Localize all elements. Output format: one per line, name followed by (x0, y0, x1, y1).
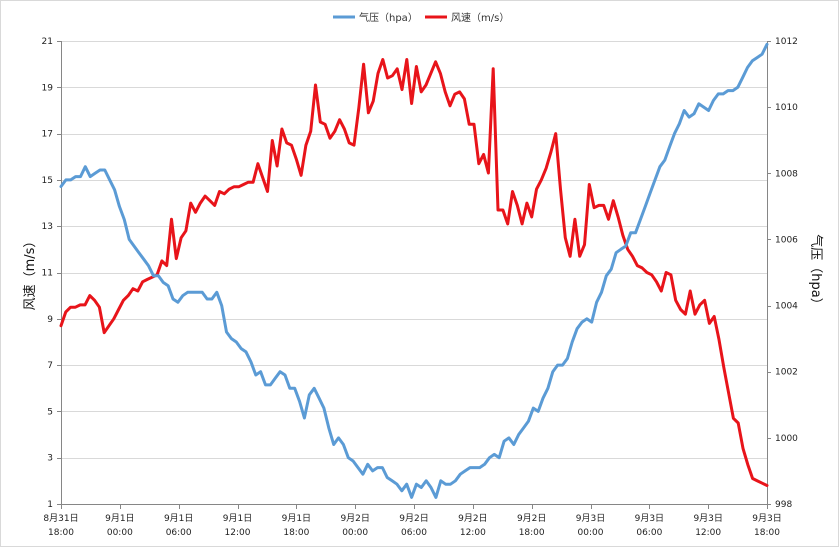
right-tick-label: 1000 (775, 434, 798, 444)
x-tick-label-time: 18:00 (519, 528, 545, 538)
left-tick-label: 11 (42, 269, 53, 279)
x-tick-label-time: 00:00 (342, 528, 368, 538)
left-tick-label: 15 (42, 176, 53, 186)
left-tick-label: 9 (47, 315, 53, 325)
x-tick-label-date: 8月31日 (43, 513, 78, 524)
right-tick-label: 1010 (775, 103, 798, 113)
x-tick-label-time: 12:00 (460, 528, 486, 538)
axes: 1357911131517192199810001002100410061008… (23, 37, 824, 538)
x-tick-label-date: 9月2日 (399, 513, 428, 524)
right-tick-label: 1004 (775, 302, 798, 312)
left-tick-label: 21 (42, 37, 53, 47)
left-tick-label: 17 (42, 130, 53, 140)
x-tick-label-time: 00:00 (578, 528, 604, 538)
right-axis-title: 气压（hpa） (808, 234, 824, 310)
left-tick-label: 7 (47, 361, 53, 371)
x-tick-label-time: 06:00 (166, 528, 192, 538)
left-tick-label: 19 (42, 83, 54, 93)
x-tick-label-time: 06:00 (401, 528, 427, 538)
x-tick-label-time: 18:00 (754, 528, 780, 538)
x-tick-label-time: 12:00 (695, 528, 721, 538)
legend-entry: 风速（m/s） (425, 12, 509, 24)
x-tick-label-time: 12:00 (225, 528, 251, 538)
left-tick-label: 13 (42, 222, 53, 232)
right-tick-label: 1008 (775, 169, 798, 179)
left-tick-label: 1 (47, 500, 53, 510)
legend-label: 气压（hpa） (359, 11, 418, 24)
wind-speed-series-line (59, 58, 769, 487)
x-tick-label-date: 9月2日 (458, 513, 487, 524)
x-tick-label-date: 9月1日 (282, 513, 311, 524)
right-tick-label: 1002 (775, 368, 798, 378)
pressure-series-line (59, 42, 769, 499)
x-tick-label-date: 9月3日 (635, 513, 664, 524)
series-lines (59, 42, 769, 499)
left-axis-title: 风速（m/s） (23, 235, 38, 311)
right-tick-label: 998 (775, 500, 792, 510)
x-tick-label-date: 9月3日 (752, 513, 781, 524)
x-tick-label-date: 9月3日 (693, 513, 722, 524)
x-tick-label-date: 9月1日 (164, 513, 193, 524)
legend-entry: 气压（hpa） (333, 11, 418, 24)
x-tick-label-date: 9月1日 (105, 513, 134, 524)
x-tick-label-date: 9月3日 (576, 513, 605, 524)
x-tick-label-date: 9月1日 (223, 513, 252, 524)
x-tick-label-time: 00:00 (107, 528, 133, 538)
legend-label: 风速（m/s） (451, 12, 509, 24)
right-tick-label: 1012 (775, 37, 798, 47)
x-tick-label-date: 9月2日 (340, 513, 369, 524)
x-tick-label-time: 06:00 (636, 528, 662, 538)
left-tick-label: 5 (47, 407, 53, 417)
left-tick-label: 3 (47, 454, 53, 464)
legend: 气压（hpa） 风速（m/s） (333, 11, 509, 24)
x-tick-label-date: 9月2日 (517, 513, 546, 524)
x-tick-label-time: 18:00 (48, 528, 74, 538)
right-tick-label: 1006 (775, 235, 798, 245)
x-tick-label-time: 18:00 (283, 528, 309, 538)
